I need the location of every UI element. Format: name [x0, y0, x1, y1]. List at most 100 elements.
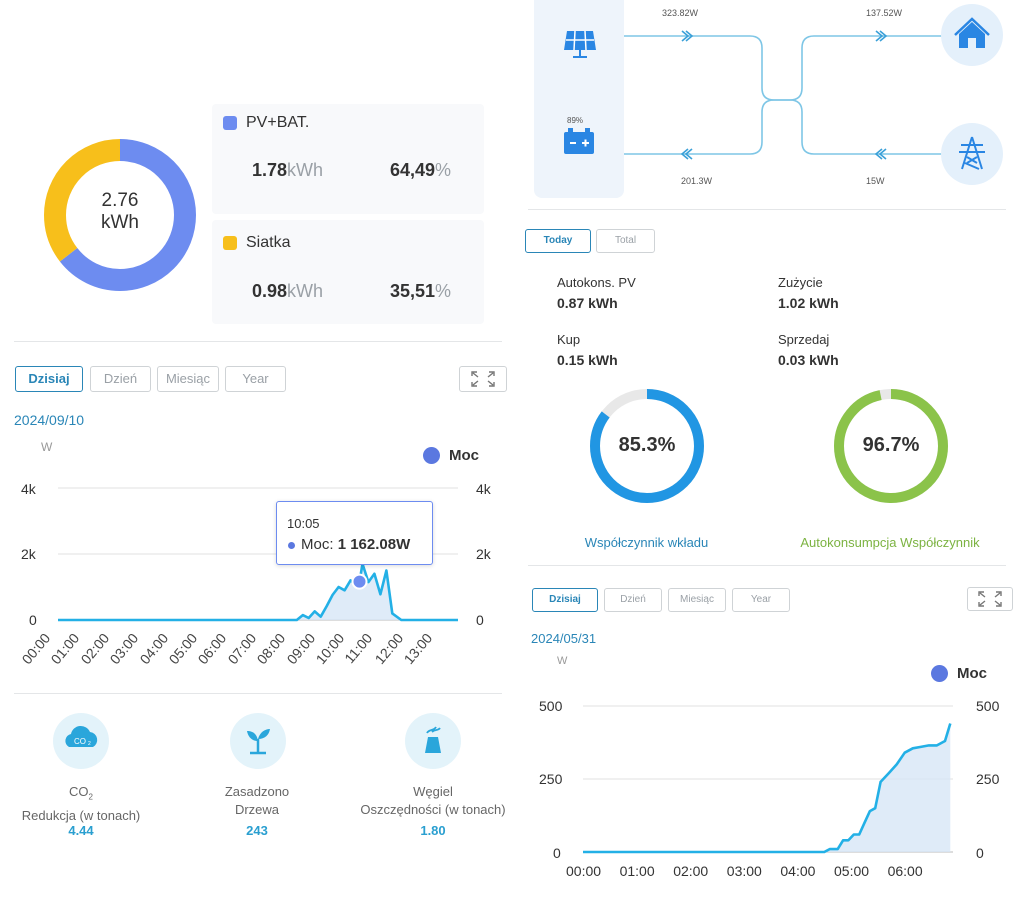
grid-legend-swatch [223, 236, 237, 250]
tooltip-label: Moc: [301, 536, 334, 553]
x-tick-label: 04:00 [136, 630, 171, 668]
tab-dzisiaj[interactable]: Dzisiaj [15, 366, 83, 392]
chart-date: 2024/09/10 [14, 412, 85, 428]
tab-miesiac[interactable]: Miesiąc [668, 588, 726, 612]
home-power: 137.52W [866, 8, 903, 18]
pv-energy-unit: kWh [287, 160, 324, 180]
energy-flow-lines [624, 30, 942, 160]
legend-dot [423, 447, 440, 464]
power-chart-left[interactable] [58, 470, 458, 630]
grid-energy-unit: kWh [287, 281, 324, 301]
legend-label: Moc [957, 665, 987, 682]
tab-total[interactable]: Total [596, 229, 655, 253]
legend-dot [931, 665, 948, 682]
donut-center-value: 2.76 [101, 190, 139, 211]
expand-icon [471, 371, 495, 387]
fullscreen-button[interactable] [459, 366, 507, 392]
divider [528, 209, 1006, 210]
x-tick-label: 06:00 [194, 630, 230, 668]
x-tick-label: 08:00 [253, 630, 289, 668]
ratio-value: 85.3% [618, 434, 676, 456]
pv-bat-card: PV+BAT. 1.78kWh 64,49% [212, 104, 484, 214]
legend-label: Moc [449, 447, 479, 464]
kup-value: 0.15 kWh [557, 352, 618, 368]
y-tick-left: 2k [21, 546, 36, 562]
kup-label: Kup [557, 332, 581, 347]
donut-slice-grid [44, 139, 196, 291]
tooltip-time: 10:05 [287, 516, 320, 531]
fullscreen-button[interactable] [967, 587, 1013, 611]
x-tick-label: 13:00 [400, 630, 436, 668]
co2-cloud-icon: CO 2 [53, 713, 109, 769]
svg-text:2: 2 [88, 741, 91, 747]
x-tick-label: 09:00 [283, 630, 318, 668]
coal-factory-icon [405, 713, 461, 769]
progress-ring [834, 389, 948, 503]
x-tick-label: 05:00 [834, 863, 870, 879]
co2-title: CO [69, 784, 89, 799]
x-tick-label: 12:00 [371, 630, 407, 668]
sprzedaj-label: Sprzedaj [778, 332, 830, 347]
pv-legend-swatch [223, 116, 237, 130]
series-area [583, 723, 951, 852]
battery-percent: 89% [567, 116, 584, 125]
grid-card: Siatka 0.98kWh 35,51% [212, 220, 484, 324]
x-tick-label: 02:00 [673, 863, 709, 879]
chart-unit: W [41, 440, 53, 454]
grid-tower-icon[interactable] [941, 123, 1003, 185]
autokons-label: Autokons. PV [557, 275, 636, 290]
energy-split-donut: 2.76 kWh [40, 135, 200, 295]
grid-percent-value: 35,51 [390, 281, 436, 301]
co2-subtitle: Redukcja (w tonach) [21, 807, 141, 823]
divider [14, 693, 502, 694]
pv-power: 323.82W [662, 8, 699, 18]
x-tick-label: 02:00 [77, 630, 113, 668]
x-tick-label: 11:00 [341, 630, 376, 667]
series-area [58, 563, 458, 620]
y-tick-right: 500 [976, 698, 1000, 714]
tab-dzien[interactable]: Dzień [604, 588, 662, 612]
highlight-point [351, 573, 368, 590]
battery-icon[interactable] [562, 126, 596, 156]
power-chart-right[interactable] [583, 690, 963, 862]
tab-year[interactable]: Year [732, 588, 790, 612]
tooltip-dot [288, 542, 295, 549]
grid-energy-value: 0.98 [252, 281, 288, 301]
tab-miesiac[interactable]: Miesiąc [157, 366, 219, 392]
x-tick-label: 03:00 [106, 630, 142, 668]
ring-progress [590, 389, 704, 503]
solar-panel-icon[interactable] [562, 28, 598, 60]
x-tick-label: 06:00 [887, 863, 923, 879]
grid-label: Siatka [246, 234, 291, 251]
x-tick-label: 03:00 [726, 863, 762, 879]
ratio-ring-selfconsumption: 96.7% [830, 385, 952, 507]
y-tick-right: 250 [976, 771, 1000, 787]
y-tick-left: 4k [21, 481, 36, 497]
x-tick-label: 00:00 [566, 863, 602, 879]
x-tick-label: 01:00 [47, 630, 83, 668]
tab-today[interactable]: Today [525, 229, 591, 253]
battery-power: 201.3W [681, 176, 713, 186]
divider [528, 565, 1006, 566]
tab-dzisiaj[interactable]: Dzisiaj [532, 588, 598, 612]
plant-sprout-icon [230, 713, 286, 769]
donut-chart [44, 139, 196, 291]
home-icon[interactable] [941, 4, 1003, 66]
zuzycie-value: 1.02 kWh [778, 295, 839, 311]
divider [14, 341, 502, 342]
pv-bat-label: PV+BAT. [246, 114, 310, 131]
ratio-value: 96.7% [862, 434, 920, 456]
pv-energy-value: 1.78 [252, 160, 288, 180]
trees-value: 243 [246, 823, 268, 838]
tab-dzien[interactable]: Dzień [90, 366, 151, 392]
pv-percent-unit: % [435, 160, 452, 180]
sprzedaj-value: 0.03 kWh [778, 352, 839, 368]
x-tick-label: 05:00 [165, 630, 201, 668]
y-tick-left: 500 [539, 698, 563, 714]
trees-title: Zasadzono [224, 784, 290, 799]
co2-subscript: 2 [88, 792, 93, 802]
zuzycie-label: Zużycie [778, 275, 823, 290]
grid-power: 15W [866, 176, 885, 186]
y-tick-left: 0 [553, 845, 561, 861]
tab-year[interactable]: Year [225, 366, 286, 392]
